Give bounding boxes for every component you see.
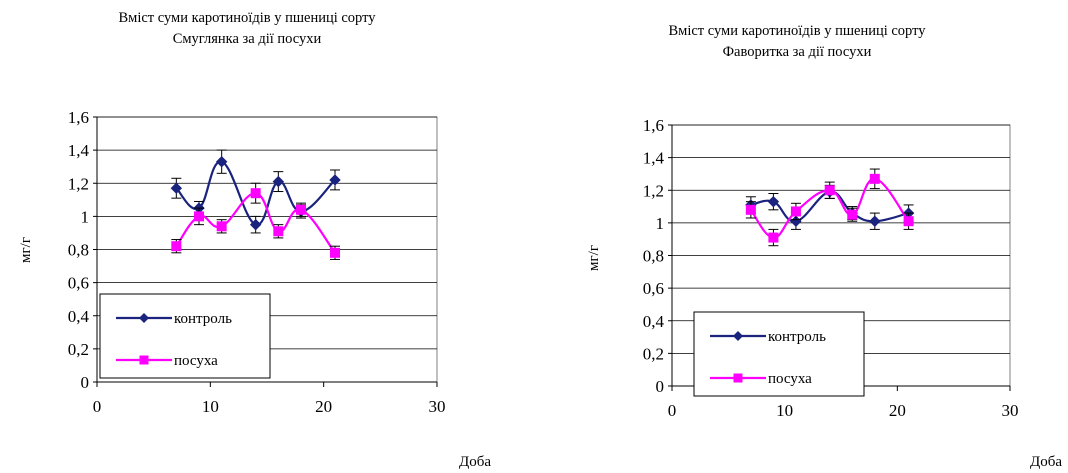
- legend-marker: [139, 355, 149, 365]
- data-point: [296, 204, 306, 215]
- legend-marker: [139, 313, 149, 323]
- y-tick-label: 1,4: [68, 141, 90, 160]
- y-tick-label: 1,6: [643, 116, 664, 135]
- legend-marker: [733, 331, 743, 341]
- data-point: [273, 226, 284, 237]
- x-tick-label: 30: [1002, 401, 1019, 420]
- y-axis-label: мг/г: [18, 237, 34, 263]
- y-tick-label: 0,6: [68, 274, 89, 293]
- x-tick-label: 10: [202, 397, 219, 416]
- chart-plot: 0 0,2 0,4 0,6 0,8 1 1,2 1,4 1,6 0 10 20 30 Доба мг/г ко…: [586, 116, 1062, 470]
- y-tick-label: 1,2: [68, 174, 89, 193]
- legend-label: контроль: [768, 329, 826, 345]
- chart-title-line1: Вміст суми каротиноїдів у пшениці сорту: [118, 10, 376, 26]
- data-point: [272, 175, 285, 188]
- data-point: [170, 182, 183, 194]
- x-tick-label: 0: [93, 397, 102, 416]
- chart-plot: 0 0,2 0,4 0,6 0,8 1 1,2 1,4 1,6 0 10 20 30 Доба мг/г ко…: [18, 108, 491, 470]
- y-tick-label: 0,2: [68, 340, 89, 359]
- chart-smuhlianka: Вміст суми каротиноїдів у пшениці сорту …: [18, 8, 491, 470]
- y-tick-label: 0,4: [68, 307, 90, 326]
- y-tick-label: 1,4: [643, 149, 665, 168]
- y-tick-label: 0,2: [643, 344, 664, 363]
- x-tick-label: 30: [429, 397, 446, 416]
- y-tick-label: 0,6: [643, 279, 664, 298]
- data-point: [869, 173, 880, 184]
- legend-box: [99, 293, 271, 379]
- x-axis-label: Доба: [459, 454, 491, 470]
- y-axis-label: мг/г: [586, 245, 602, 271]
- x-tick-label: 10: [776, 401, 793, 420]
- y-tick-label: 0,8: [643, 247, 664, 266]
- y-tick-label: 0,4: [643, 312, 665, 331]
- data-point: [249, 218, 262, 231]
- chart-title-line1: Вміст суми каротиноїдів у пшениці сорту: [668, 23, 926, 39]
- chart-favorytka: Вміст суми каротиноїдів у пшениці сорту …: [534, 0, 1068, 473]
- data-point: [768, 232, 779, 243]
- legend-marker: [733, 373, 743, 383]
- legend-label: посуха: [174, 353, 218, 369]
- y-tick-label: 1: [656, 214, 665, 233]
- chart-title-line2: Фаворитка за дії посухи: [722, 44, 872, 60]
- chart-title: Вміст суми каротиноїдів у пшениці сорту …: [590, 21, 1004, 63]
- y-tick-label: 0: [81, 373, 90, 392]
- data-point: [824, 185, 835, 196]
- data-point: [330, 247, 340, 258]
- y-tick-label: 1: [81, 207, 90, 226]
- data-point: [847, 209, 858, 220]
- data-point: [767, 195, 780, 208]
- y-tick-label: 0: [656, 377, 665, 396]
- legend-box: [693, 311, 865, 397]
- data-point: [869, 215, 881, 227]
- data-point: [745, 204, 756, 215]
- legend-label: посуха: [768, 371, 812, 387]
- data-point: [903, 216, 914, 227]
- x-tick-label: 20: [889, 401, 906, 420]
- x-tick-label: 20: [315, 397, 332, 416]
- legend-label: контроль: [174, 311, 232, 327]
- data-point: [215, 156, 228, 168]
- data-point: [194, 211, 204, 222]
- data-point: [171, 241, 182, 252]
- chart-title-line2: Смуглянка за дії посухи: [172, 31, 322, 47]
- data-point: [250, 188, 261, 199]
- data-point: [216, 221, 227, 232]
- x-axis-label: Доба: [1030, 454, 1062, 470]
- data-point: [790, 206, 801, 217]
- data-point: [329, 174, 341, 186]
- chart-title: Вміст суми каротиноїдів у пшениці сорту …: [40, 8, 454, 50]
- y-tick-label: 1,2: [643, 181, 664, 200]
- y-tick-label: 0,8: [68, 241, 89, 260]
- x-tick-label: 0: [668, 401, 677, 420]
- y-tick-label: 1,6: [68, 108, 89, 127]
